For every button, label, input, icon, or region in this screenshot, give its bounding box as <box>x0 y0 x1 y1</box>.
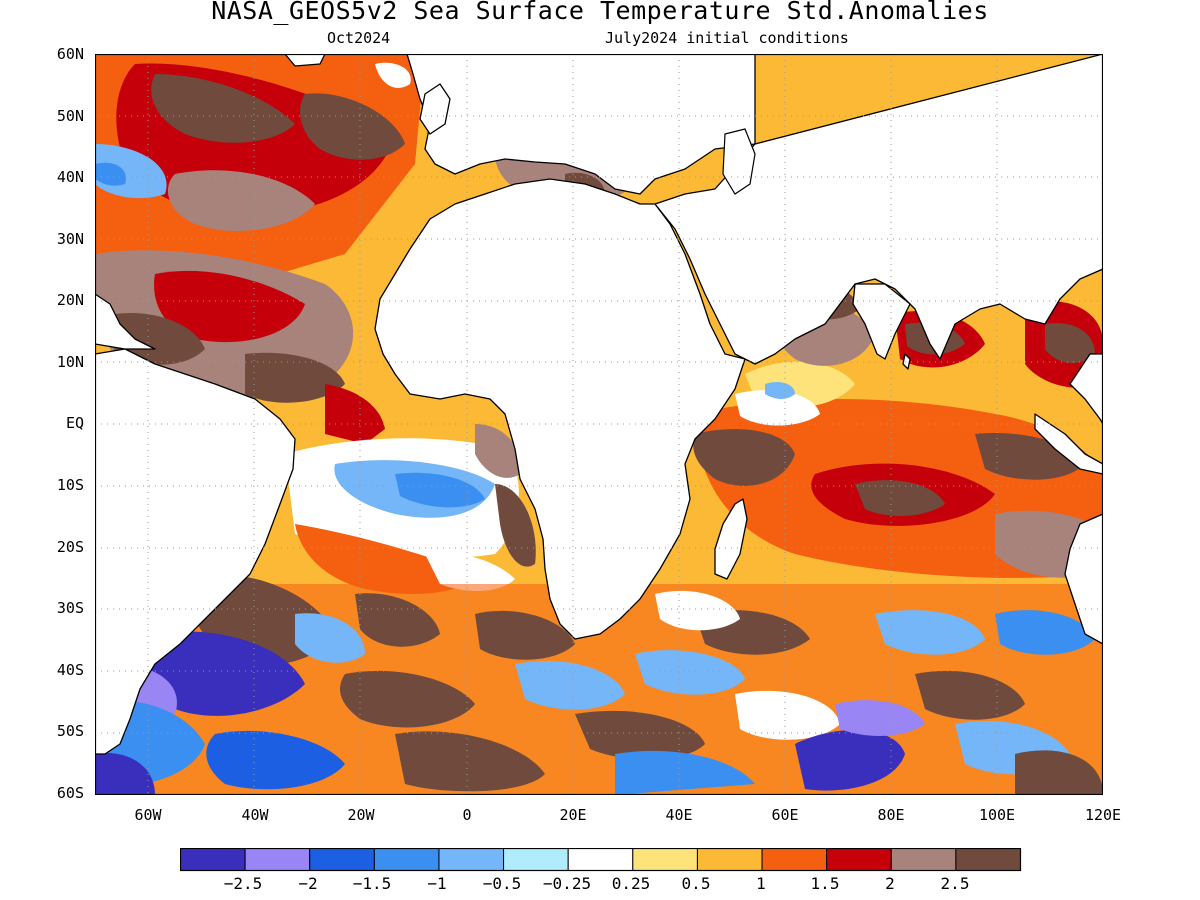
sst-anomaly-map <box>95 54 1103 795</box>
lat-label-50s: 50S <box>56 722 84 740</box>
colorbar-label: −2.5 <box>223 874 263 893</box>
forecast-month: Oct2024 <box>327 29 391 47</box>
lat-label-10n: 10N <box>56 353 84 371</box>
colorbar-swatch <box>632 848 698 871</box>
colorbar-label: 0.5 <box>681 874 711 893</box>
colorbar-swatch <box>373 848 440 871</box>
colorbar-label: 2 <box>885 874 895 893</box>
lat-label-60s: 60S <box>56 784 84 802</box>
lon-label-40e: 40E <box>665 806 693 824</box>
colorbar-swatch <box>180 848 246 871</box>
colorbar-swatch <box>567 848 634 871</box>
colorbar-swatch <box>890 848 957 871</box>
lat-label-eq: EQ <box>65 414 84 432</box>
colorbar-swatch <box>826 848 892 871</box>
colorbar-label: −1 <box>427 874 447 893</box>
colorbar-label: 2.5 <box>940 874 970 893</box>
colorbar <box>180 848 1022 872</box>
lon-label-40w: 40W <box>241 806 269 824</box>
lon-label-120e: 120E <box>1084 806 1122 824</box>
colorbar-label: −2 <box>298 874 318 893</box>
map-title: NASA_GEOS5v2 Sea Surface Temperature Std… <box>211 0 989 25</box>
lon-label-20e: 20E <box>559 806 587 824</box>
lat-label-10s: 10S <box>56 476 84 494</box>
lat-label-50n: 50N <box>56 107 84 125</box>
colorbar-swatch <box>309 848 375 871</box>
colorbar-label: 0.25 <box>611 874 651 893</box>
colorbar-swatch <box>438 848 505 871</box>
lat-label-30s: 30S <box>56 599 84 617</box>
caspian-sea <box>722 128 756 195</box>
colorbar-label: −0.5 <box>482 874 522 893</box>
lon-label-80e: 80E <box>877 806 905 824</box>
lat-label-40n: 40N <box>56 168 84 186</box>
lon-label-100e: 100E <box>978 806 1016 824</box>
colorbar-swatch <box>244 848 311 871</box>
colorbar-label: −1.5 <box>352 874 392 893</box>
lon-label-60w: 60W <box>134 806 162 824</box>
map-frame <box>95 54 1103 795</box>
lat-label-30n: 30N <box>56 230 84 248</box>
initial-conditions-label: July2024 initial conditions <box>605 29 849 47</box>
colorbar-label: 1 <box>756 874 766 893</box>
lat-label-60n: 60N <box>56 45 84 63</box>
lat-label-20s: 20S <box>56 538 84 556</box>
colorbar-label: 1.5 <box>810 874 840 893</box>
colorbar-swatch <box>955 848 1022 871</box>
colorbar-label: −0.25 <box>542 874 592 893</box>
lon-label-20w: 20W <box>347 806 375 824</box>
colorbar-swatch <box>503 848 569 871</box>
lon-label-60e: 60E <box>771 806 799 824</box>
lon-label-0: 0 <box>462 806 472 824</box>
lat-label-40s: 40S <box>56 661 84 679</box>
anomaly-field <box>95 54 1103 795</box>
graticule <box>95 54 1103 795</box>
colorbar-swatch <box>696 848 763 871</box>
colorbar-swatch <box>761 848 828 871</box>
lat-label-20n: 20N <box>56 291 84 309</box>
